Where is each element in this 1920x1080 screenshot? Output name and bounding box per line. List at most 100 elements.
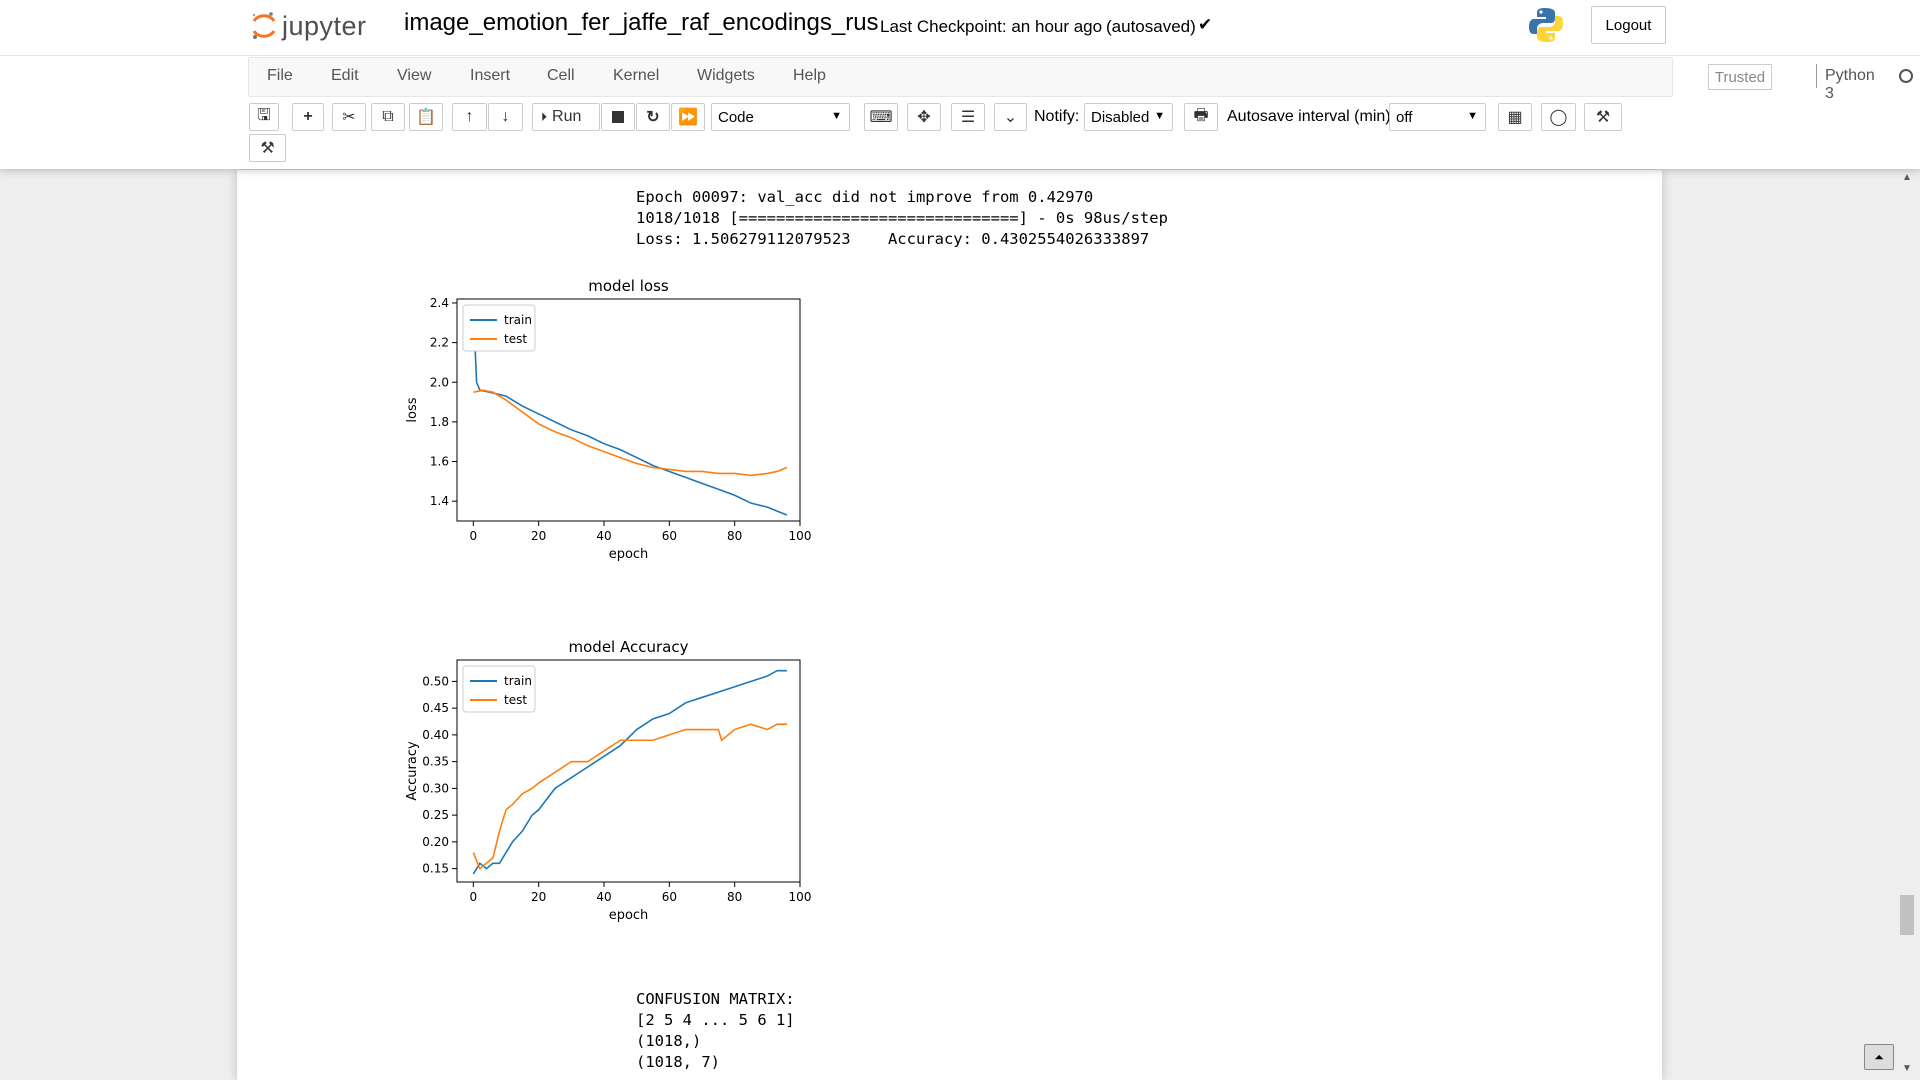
move-down-button[interactable]: ↓ bbox=[488, 103, 523, 131]
gavel-button-secondary[interactable]: ⚒ bbox=[249, 134, 286, 162]
menu-file[interactable]: File bbox=[267, 67, 293, 84]
notify-select[interactable]: Disabled ▼ bbox=[1084, 103, 1173, 131]
scroll-up-arrow-icon[interactable]: ▲ bbox=[1902, 172, 1912, 183]
run-button[interactable]: ⏵ Run bbox=[532, 103, 600, 131]
github-icon: ◯ bbox=[1549, 109, 1568, 126]
menu-help[interactable]: Help bbox=[793, 67, 826, 84]
cell-type-select[interactable]: Code ▼ bbox=[711, 103, 850, 131]
menu-cell[interactable]: Cell bbox=[547, 67, 575, 84]
python-logo-icon bbox=[1528, 6, 1564, 49]
output-metrics-line: Loss: 1.506279112079523 Accuracy: 0.4302… bbox=[636, 230, 1150, 248]
confusion-matrix-line-2: (1018,) bbox=[636, 1032, 702, 1050]
chevron-up-icon: ⏶ bbox=[1874, 1049, 1884, 1064]
series-line-train bbox=[472, 669, 787, 875]
calendar-icon: ▦ bbox=[1507, 109, 1523, 126]
interrupt-button[interactable] bbox=[601, 103, 635, 131]
y-tick-label: 0.25 bbox=[422, 808, 449, 822]
plus-icon: + bbox=[303, 108, 313, 125]
autosave-interval-select[interactable]: off ▼ bbox=[1389, 103, 1486, 131]
y-axis-label: Accuracy bbox=[405, 741, 420, 801]
list-icon: ☰ bbox=[960, 109, 976, 126]
arrow-down-icon: ↓ bbox=[501, 108, 510, 125]
jupyter-logo-icon bbox=[252, 12, 276, 39]
double-chevron-down-icon: ⌄ bbox=[1003, 109, 1018, 126]
confusion-matrix-title: CONFUSION MATRIX: bbox=[636, 990, 795, 1008]
gavel-button[interactable]: ⚒ bbox=[1584, 103, 1622, 131]
restart-button[interactable]: ↻ bbox=[636, 103, 670, 131]
x-tick-label: 80 bbox=[727, 529, 742, 543]
move-cell-button[interactable]: ✥ bbox=[907, 103, 941, 131]
x-tick-label: 20 bbox=[531, 529, 546, 543]
logout-button[interactable]: Logout bbox=[1591, 6, 1666, 44]
menu-edit[interactable]: Edit bbox=[331, 67, 359, 84]
caret-down-icon: ▼ bbox=[1154, 110, 1165, 122]
menu-kernel[interactable]: Kernel bbox=[613, 67, 660, 84]
print-button[interactable]: 🖶 bbox=[1184, 103, 1218, 131]
y-tick-label: 0.20 bbox=[422, 835, 449, 849]
github-button[interactable]: ◯ bbox=[1541, 103, 1576, 131]
scroll-to-top-button[interactable]: ⏶ bbox=[1864, 1044, 1894, 1070]
header-divider bbox=[0, 55, 1920, 56]
x-tick-label: 60 bbox=[662, 890, 677, 904]
scrollbar-thumb[interactable] bbox=[1900, 895, 1914, 935]
notify-label: Notify: bbox=[1034, 108, 1080, 125]
cut-button[interactable]: ✂ bbox=[332, 103, 366, 131]
scroll-down-arrow-icon[interactable]: ▼ bbox=[1902, 1063, 1912, 1074]
y-axis-label: loss bbox=[405, 397, 420, 422]
move-up-button[interactable]: ↑ bbox=[452, 103, 487, 131]
copy-button[interactable]: ⧉ bbox=[371, 103, 405, 131]
collapse-button[interactable]: ⌄ bbox=[994, 103, 1027, 131]
gavel-icon: ⚒ bbox=[260, 140, 275, 157]
paste-button[interactable]: 📋 bbox=[409, 103, 443, 131]
menu-insert[interactable]: Insert bbox=[470, 67, 511, 84]
menubar: File Edit View Insert Cell Kernel Widget… bbox=[248, 57, 1913, 102]
autosave-status: (autosaved) bbox=[1106, 17, 1196, 36]
kernel-divider bbox=[1816, 64, 1817, 88]
y-tick-label: 2.0 bbox=[430, 375, 449, 389]
chart-title: model loss bbox=[588, 277, 669, 295]
series-line-test bbox=[473, 389, 788, 477]
command-palette-button[interactable]: ⌨ bbox=[864, 103, 898, 131]
arrow-up-icon: ↑ bbox=[465, 108, 474, 125]
copy-icon: ⧉ bbox=[382, 108, 394, 125]
logo-text: jupyter bbox=[282, 10, 367, 41]
legend-label-train: train bbox=[504, 674, 532, 688]
crosshair-icon: ✥ bbox=[917, 109, 931, 126]
x-tick-label: 100 bbox=[789, 890, 812, 904]
notebook-container: Epoch 00097: val_acc did not improve fro… bbox=[237, 170, 1662, 1080]
menu-widgets[interactable]: Widgets bbox=[697, 67, 755, 84]
menu-view[interactable]: View bbox=[397, 67, 432, 84]
refresh-icon: ↻ bbox=[646, 109, 660, 126]
page-scrollbar[interactable]: ▲ ▼ bbox=[1896, 170, 1920, 1080]
restart-run-all-button[interactable]: ⏩ bbox=[671, 103, 705, 131]
step-forward-icon: ⏵ bbox=[541, 109, 548, 124]
output-progress-line: 1018/1018 [=============================… bbox=[636, 209, 1168, 227]
x-tick-label: 60 bbox=[662, 529, 677, 543]
trusted-indicator[interactable]: Trusted bbox=[1708, 64, 1772, 90]
insert-cell-button[interactable]: + bbox=[292, 103, 324, 131]
notebook-header: jupyter image_emotion_fer_jaffe_raf_enco… bbox=[0, 0, 1920, 169]
check-icon: ✔ bbox=[1198, 15, 1213, 34]
chart-legend: train test bbox=[462, 665, 536, 713]
x-tick-label: 80 bbox=[727, 890, 742, 904]
save-button[interactable]: 🖫 bbox=[249, 103, 279, 131]
x-tick-label: 0 bbox=[470, 890, 478, 904]
caret-down-icon: ▼ bbox=[831, 110, 842, 122]
toc-button[interactable]: ☰ bbox=[951, 103, 985, 131]
y-tick-label: 0.50 bbox=[422, 674, 449, 688]
kernel-name: Python 3 bbox=[1825, 67, 1875, 102]
notebook-title[interactable]: image_emotion_fer_jaffe_raf_encodings_ru… bbox=[404, 9, 879, 36]
x-tick-label: 0 bbox=[470, 529, 478, 543]
y-tick-label: 1.6 bbox=[430, 455, 449, 469]
jupyter-logo[interactable]: jupyter bbox=[250, 6, 367, 46]
keyboard-icon: ⌨ bbox=[869, 109, 893, 126]
calendar-button[interactable]: ▦ bbox=[1498, 103, 1532, 131]
autosave-interval-label: Autosave interval (min): bbox=[1227, 108, 1396, 125]
legend-label-train: train bbox=[504, 313, 532, 327]
gavel-icon: ⚒ bbox=[1595, 109, 1611, 126]
confusion-matrix-line-3: (1018, 7) bbox=[636, 1053, 720, 1071]
paste-icon: 📋 bbox=[416, 109, 436, 126]
notify-value: Disabled bbox=[1091, 108, 1150, 126]
y-tick-label: 2.2 bbox=[430, 336, 449, 350]
y-tick-label: 0.45 bbox=[422, 701, 449, 715]
